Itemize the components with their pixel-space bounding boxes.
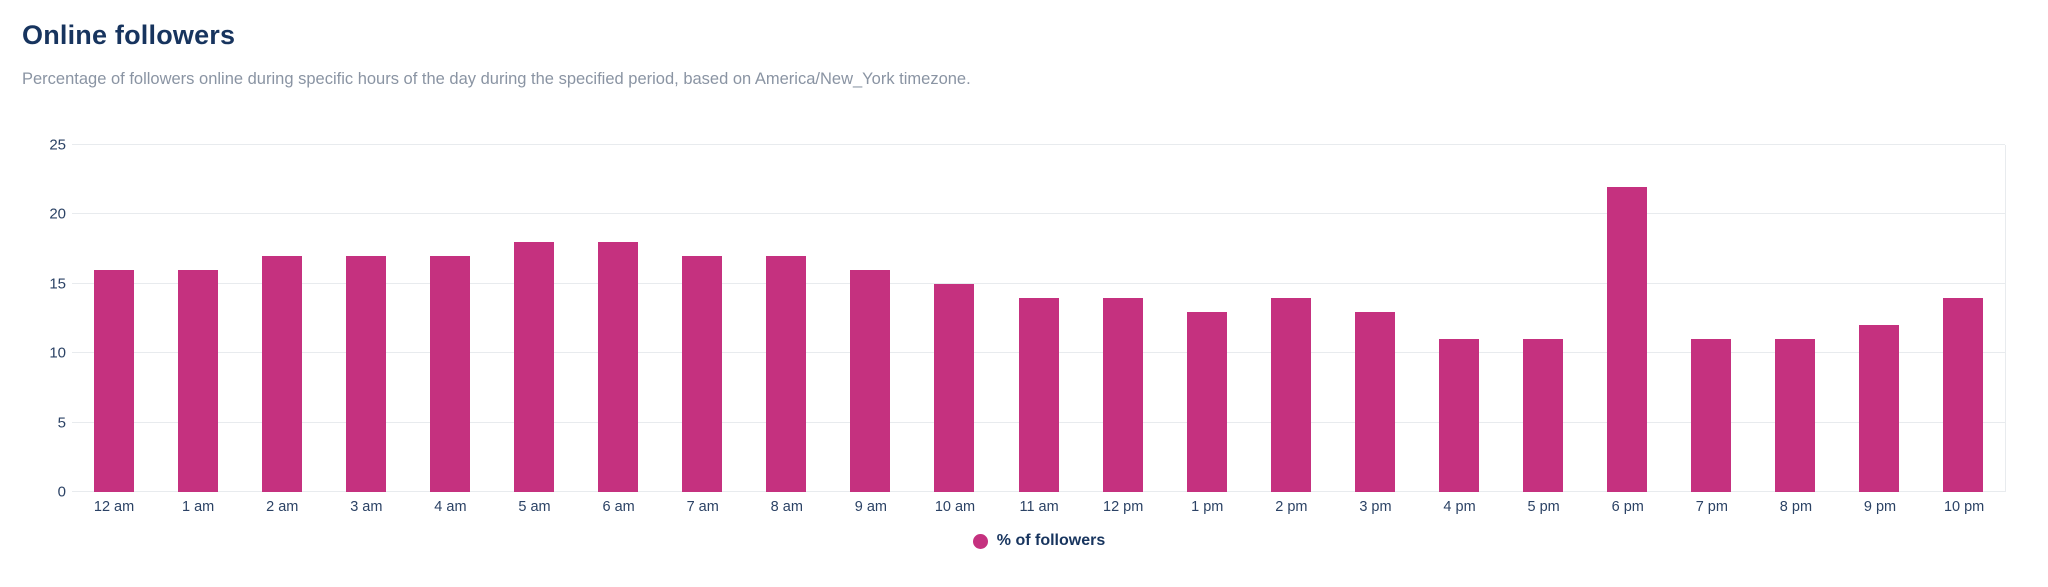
bar-9-pm[interactable]: [1859, 325, 1899, 492]
bar-slot-9-pm: [1837, 145, 1921, 492]
bar-slot-2-pm: [1249, 145, 1333, 492]
x-axis-label-9-pm: 9 pm: [1863, 499, 1897, 515]
page-subtitle: Percentage of followers online during sp…: [22, 70, 971, 88]
x-axis-label-2-am: 2 am: [266, 499, 299, 515]
x-axis-label-12-am: 12 am: [93, 499, 135, 515]
gridline-20: [72, 213, 2005, 215]
x-axis-label-5-pm: 5 pm: [1527, 499, 1560, 515]
x-axis-label-8-am: 8 am: [770, 499, 803, 515]
x-axis-label-6-am: 6 am: [602, 499, 635, 515]
y-axis-label-5: 5: [57, 414, 66, 432]
bar-5-am[interactable]: [514, 242, 555, 492]
x-axis-label-7-pm: 7 pm: [1695, 499, 1728, 515]
bar-slot-10-pm: [1921, 145, 2005, 492]
bar-3-am[interactable]: [346, 256, 387, 492]
legend-color-dot: [972, 533, 988, 549]
x-axis-label-10-am: 10 am: [934, 499, 976, 515]
bar-slot-6-pm: [1585, 145, 1669, 492]
bar-6-am[interactable]: [598, 242, 639, 492]
bar-slot-8-pm: [1753, 145, 1837, 492]
bar-slot-3-am: [324, 145, 408, 492]
gridline-25: [72, 144, 2005, 145]
x-axis-label-9-am: 9 am: [854, 499, 888, 515]
y-axis: 0 5 10 15 20 25: [18, 138, 66, 500]
bar-11-am[interactable]: [1018, 297, 1059, 492]
plot-area: [72, 144, 2006, 492]
bar-slot-1-pm: [1165, 145, 1249, 492]
x-axis-label-6-pm: 6 pm: [1611, 499, 1644, 515]
bar-2-pm[interactable]: [1270, 297, 1311, 492]
bar-series: [72, 145, 2005, 492]
x-axis-label-8-pm: 8 pm: [1779, 499, 1813, 515]
bar-3-pm[interactable]: [1354, 311, 1395, 492]
bar-10-pm[interactable]: [1943, 297, 1984, 492]
bar-slot-4-am: [408, 145, 492, 492]
bar-slot-9-am: [828, 145, 912, 492]
bar-1-pm[interactable]: [1186, 311, 1227, 492]
bar-slot-12-pm: [1081, 145, 1165, 492]
bar-slot-5-pm: [1501, 145, 1585, 492]
x-axis-label-11-am: 11 am: [1019, 499, 1059, 515]
x-axis-label-12-pm: 12 pm: [1103, 499, 1144, 515]
x-axis-label-10-pm: 10 pm: [1943, 499, 1985, 515]
gridline-15: [72, 282, 2005, 284]
bar-2-am[interactable]: [262, 256, 303, 492]
bar-5-pm[interactable]: [1522, 339, 1563, 492]
bar-slot-6-am: [576, 145, 660, 492]
bar-7-pm[interactable]: [1690, 339, 1731, 492]
bar-7-am[interactable]: [682, 256, 723, 492]
x-axis-label-2-pm: 2 pm: [1275, 499, 1308, 515]
bar-slot-12-am: [72, 145, 156, 492]
bar-12-pm[interactable]: [1102, 297, 1143, 492]
bar-8-pm[interactable]: [1774, 339, 1815, 492]
bar-1-am[interactable]: [178, 269, 219, 492]
x-axis-label-3-am: 3 am: [350, 499, 383, 515]
x-axis-label-3-pm: 3 pm: [1359, 499, 1392, 515]
bar-slot-8-am: [744, 145, 828, 492]
x-axis-label-4-pm: 4 pm: [1443, 499, 1476, 515]
bar-4-am[interactable]: [430, 256, 471, 492]
x-axis-label-1-am: 1 am: [182, 499, 215, 515]
x-axis-label-4-am: 4 am: [434, 499, 467, 515]
y-axis-label-0: 0: [57, 483, 66, 501]
y-axis-label-20: 20: [49, 205, 66, 223]
y-axis-label-10: 10: [49, 344, 66, 362]
bar-slot-2-am: [240, 145, 324, 492]
bar-slot-7-am: [660, 145, 744, 492]
bar-9-am[interactable]: [850, 269, 891, 492]
x-axis: 12 am 1 am 2 am 3 am 4 am 5 am 6 am 7 am 8 am 9 a…: [72, 500, 2006, 515]
bar-8-am[interactable]: [766, 256, 807, 492]
bar-6-pm[interactable]: [1606, 186, 1647, 492]
bar-slot-11-am: [997, 145, 1081, 492]
bar-slot-7-pm: [1669, 145, 1753, 492]
chart-legend[interactable]: % of followers: [72, 533, 2006, 549]
x-axis-label-5-am: 5 am: [518, 499, 551, 515]
legend-label: % of followers: [996, 532, 1106, 549]
bar-12-am[interactable]: [94, 269, 135, 492]
page-title: Online followers: [22, 20, 236, 50]
bar-slot-1-am: [156, 145, 240, 492]
y-axis-label-15: 15: [49, 275, 66, 293]
bar-slot-3-pm: [1333, 145, 1417, 492]
x-axis-label-1-pm: 1 pm: [1191, 499, 1224, 515]
bar-slot-10-am: [912, 145, 996, 492]
bar-slot-5-am: [492, 145, 576, 492]
bar-10-am[interactable]: [934, 283, 975, 492]
y-axis-label-25: 25: [49, 136, 66, 154]
bar-4-pm[interactable]: [1438, 339, 1479, 492]
bar-slot-4-pm: [1417, 145, 1501, 492]
x-axis-label-7-am: 7 am: [686, 499, 719, 515]
